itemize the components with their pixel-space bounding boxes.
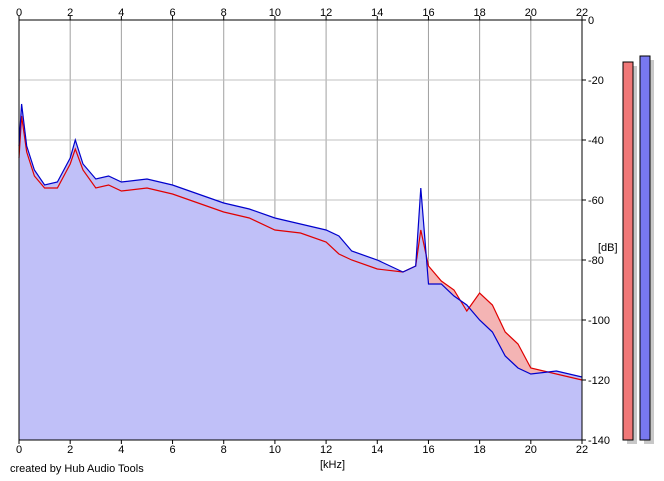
x-tick-label-bottom: 16 (422, 444, 434, 456)
x-tick-label-bottom: 18 (474, 444, 486, 456)
level-meter-0 (622, 61, 634, 441)
level-meters (622, 55, 654, 444)
y-tick-label: -120 (588, 375, 610, 387)
tick-labels: 002244668810101212141416161818202022220-… (16, 7, 610, 456)
x-tick-label-top: 20 (525, 7, 537, 19)
y-tick-label: 0 (588, 15, 594, 27)
x-tick-label-bottom: 4 (118, 444, 124, 456)
y-tick-label: -140 (588, 435, 610, 447)
x-tick-label-bottom: 12 (320, 444, 332, 456)
x-tick-label-top: 22 (576, 7, 588, 19)
x-tick-label-bottom: 10 (269, 444, 281, 456)
y-tick-label: -20 (588, 75, 604, 87)
x-tick-label-top: 12 (320, 7, 332, 19)
axes (18, 16, 586, 444)
y-tick-label: -100 (588, 315, 610, 327)
level-meter-1 (639, 55, 651, 441)
series-fill-1 (19, 104, 582, 440)
x-tick-label-bottom: 20 (525, 444, 537, 456)
y-tick-label: -60 (588, 195, 604, 207)
series-line-1 (18, 103, 583, 378)
x-tick-label-bottom: 8 (221, 444, 227, 456)
y-tick-label: -80 (588, 255, 604, 267)
y-axis-label: [dB] (598, 242, 618, 254)
x-tick-label-bottom: 6 (169, 444, 175, 456)
spectrum-lines (18, 103, 583, 381)
x-tick-label-top: 16 (422, 7, 434, 19)
x-tick-label-top: 10 (269, 7, 281, 19)
x-tick-label-top: 8 (221, 7, 227, 19)
series-line-0 (18, 115, 583, 381)
x-axis-label: [kHz] (320, 459, 345, 471)
x-tick-label-top: 14 (371, 7, 383, 19)
x-tick-label-top: 4 (118, 7, 124, 19)
y-tick-label: -40 (588, 135, 604, 147)
x-tick-label-top: 2 (67, 7, 73, 19)
credit-text: created by Hub Audio Tools (10, 463, 144, 475)
x-tick-label-bottom: 22 (576, 444, 588, 456)
x-tick-label-top: 0 (16, 7, 22, 19)
x-tick-label-top: 6 (169, 7, 175, 19)
x-tick-label-bottom: 0 (16, 444, 22, 456)
spectrum-area (19, 104, 582, 440)
x-tick-label-bottom: 2 (67, 444, 73, 456)
x-tick-label-bottom: 14 (371, 444, 383, 456)
x-tick-label-top: 18 (474, 7, 486, 19)
